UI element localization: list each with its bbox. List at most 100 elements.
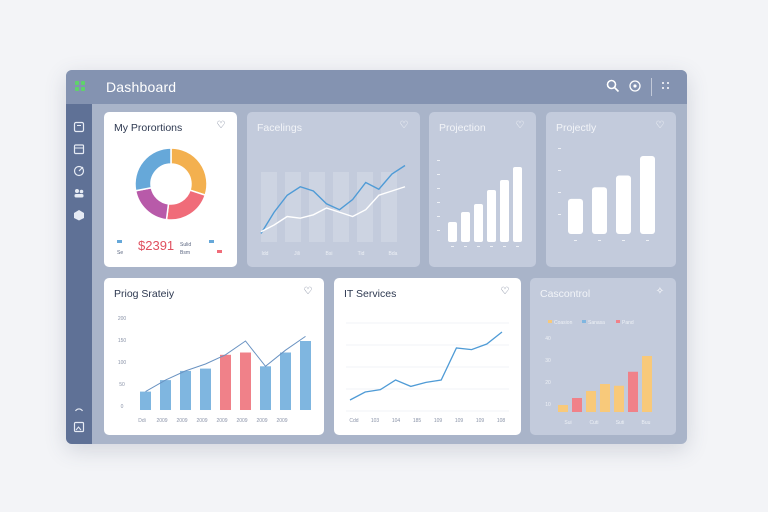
x-tick bbox=[464, 246, 467, 247]
bar bbox=[628, 371, 638, 412]
x-tick bbox=[574, 240, 577, 241]
notes-icon[interactable] bbox=[73, 120, 85, 133]
users-icon[interactable] bbox=[73, 186, 85, 198]
x-tick bbox=[490, 246, 493, 247]
y-tick bbox=[437, 230, 440, 231]
bar bbox=[180, 370, 191, 410]
bg-column bbox=[261, 172, 277, 242]
x-tick-label: 185 bbox=[413, 418, 422, 424]
search-icon[interactable] bbox=[605, 79, 621, 95]
y-tick bbox=[558, 170, 561, 171]
bar bbox=[280, 352, 291, 410]
legend-left: Se bbox=[117, 250, 124, 256]
series-line bbox=[260, 164, 406, 234]
image-icon[interactable] bbox=[73, 420, 85, 433]
x-tick-label: Suti bbox=[616, 420, 625, 426]
card-options-icon[interactable]: ♡ bbox=[500, 286, 510, 297]
calendar-icon[interactable] bbox=[73, 142, 85, 155]
trend-line bbox=[145, 335, 306, 393]
x-tick-label: 2009 bbox=[236, 418, 247, 424]
bar bbox=[461, 212, 470, 242]
x-tick bbox=[622, 240, 625, 241]
refresh-icon[interactable] bbox=[627, 79, 643, 95]
pie-slice bbox=[165, 189, 207, 221]
bar bbox=[614, 385, 624, 412]
bar-chart bbox=[437, 160, 522, 247]
card-title: IT Services bbox=[344, 288, 397, 300]
legend-right: Sulid bbox=[180, 242, 192, 248]
dashboard-window: Dashboard My Prorortions ♡ $2391 Se Suli… bbox=[66, 70, 687, 444]
bar bbox=[572, 398, 582, 412]
legend-swatch bbox=[548, 320, 552, 323]
bar bbox=[300, 341, 311, 410]
y-tick bbox=[437, 160, 440, 161]
y-tick-label: 10 bbox=[545, 402, 551, 408]
legend-swatch bbox=[209, 240, 214, 243]
x-tick-label: 108 bbox=[497, 418, 506, 424]
x-tick-label: Bsi bbox=[326, 251, 333, 257]
x-tick-label: 103 bbox=[371, 418, 380, 424]
card-title: Cascontrol bbox=[540, 288, 591, 300]
card-title: Priog Srateiy bbox=[114, 288, 175, 300]
legend-right-2: Bsm bbox=[180, 250, 190, 256]
card-proportions: My Prorortions ♡ $2391 Se Sulid Bsm bbox=[104, 112, 237, 267]
card-options-icon[interactable]: ♡ bbox=[655, 120, 665, 131]
x-tick-label: Idd bbox=[262, 251, 269, 257]
x-tick-label: 2009 bbox=[276, 418, 287, 424]
bar bbox=[586, 391, 596, 412]
x-tick-label: Bda bbox=[389, 251, 398, 257]
clock-icon[interactable] bbox=[73, 402, 85, 414]
x-tick-label: Cdd bbox=[349, 418, 358, 424]
x-tick-label: Cuti bbox=[590, 420, 599, 426]
legend-label: Sanasa bbox=[588, 320, 605, 326]
card-options-icon[interactable]: ♡ bbox=[515, 120, 525, 131]
app-logo-icon[interactable] bbox=[75, 81, 87, 93]
bar bbox=[568, 198, 583, 234]
x-tick-label: 2009 bbox=[156, 418, 167, 424]
y-tick bbox=[437, 188, 440, 189]
bar-chart bbox=[558, 148, 655, 241]
x-tick-label: Buu bbox=[642, 420, 651, 426]
x-tick-label: Sui bbox=[564, 420, 571, 426]
card-options-icon[interactable]: ♡ bbox=[303, 286, 313, 297]
bg-column bbox=[285, 172, 301, 242]
card-options-icon[interactable]: ✧ bbox=[655, 286, 665, 297]
card-projectly: Projectly ♡ bbox=[546, 112, 676, 267]
legend-label: Coasion bbox=[554, 320, 573, 326]
box-icon[interactable] bbox=[73, 208, 85, 221]
bar bbox=[448, 222, 457, 242]
x-tick bbox=[516, 246, 519, 247]
x-tick-label: 2009 bbox=[216, 418, 227, 424]
x-tick-label: 109 bbox=[455, 418, 464, 424]
x-tick-label: 2009 bbox=[256, 418, 267, 424]
x-tick-label: Jili bbox=[294, 251, 300, 257]
y-tick bbox=[437, 174, 440, 175]
bar bbox=[160, 380, 171, 410]
y-tick-label: 200 bbox=[118, 316, 127, 322]
topbar-divider bbox=[651, 78, 652, 96]
bar bbox=[140, 391, 151, 410]
line-chart: Cdd 103 104 185 109 109 109 108 bbox=[346, 322, 509, 424]
card-options-icon[interactable]: ♡ bbox=[216, 120, 226, 131]
legend-swatch bbox=[582, 320, 586, 323]
bar bbox=[500, 180, 509, 242]
legend-label: Pand bbox=[622, 320, 634, 326]
legend-swatch bbox=[117, 240, 122, 243]
x-tick-label: 109 bbox=[434, 418, 443, 424]
y-tick bbox=[558, 148, 561, 149]
y-tick-label: 20 bbox=[545, 380, 551, 386]
y-tick-label: 100 bbox=[118, 360, 127, 366]
card-options-icon[interactable]: ♡ bbox=[399, 120, 409, 131]
edit-icon[interactable] bbox=[73, 164, 85, 177]
y-tick-label: 0 bbox=[121, 404, 124, 410]
y-tick-label: 50 bbox=[119, 382, 125, 388]
bar bbox=[616, 175, 631, 234]
series-line bbox=[260, 186, 406, 233]
x-tick-label: 2009 bbox=[176, 418, 187, 424]
more-icon[interactable] bbox=[658, 79, 674, 95]
bar bbox=[640, 156, 655, 234]
card-title: Projectly bbox=[556, 122, 597, 134]
x-tick bbox=[598, 240, 601, 241]
x-tick bbox=[503, 246, 506, 247]
y-tick-label: 30 bbox=[545, 358, 551, 364]
